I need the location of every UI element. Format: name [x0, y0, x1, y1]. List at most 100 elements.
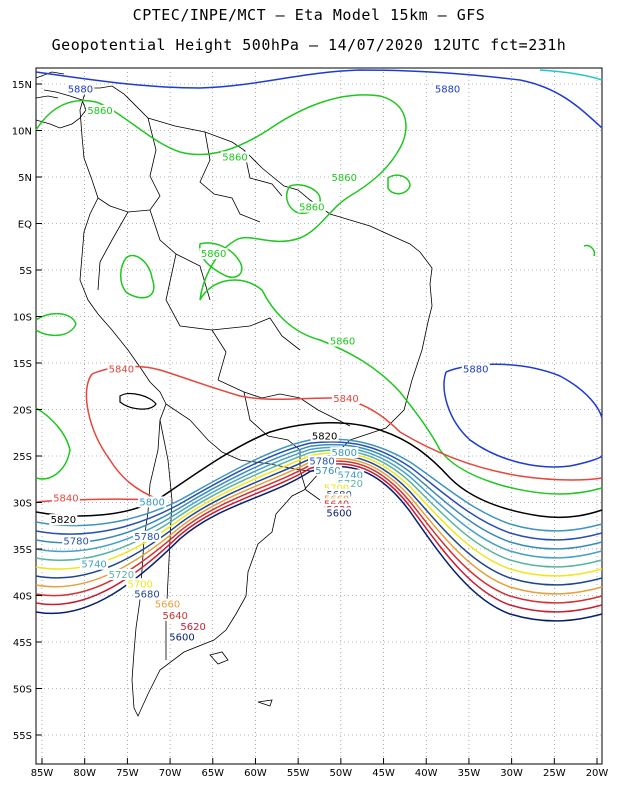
- contour-label-bg: [161, 609, 190, 621]
- contour-label-bg: [328, 335, 357, 347]
- contour-line: [35, 438, 603, 532]
- contour-line: [35, 463, 603, 613]
- lon-tick-label: 70W: [159, 768, 182, 779]
- contour-label: 5760: [315, 466, 340, 477]
- contour-label: 5840: [333, 394, 358, 405]
- contour-label: 5780: [63, 536, 88, 547]
- lat-tick-label: 25S: [13, 452, 32, 463]
- lat-tick-label: 30S: [13, 499, 32, 510]
- contour-label-bg: [66, 83, 95, 95]
- contour-label: 5800: [139, 497, 164, 508]
- contour-label-bg: [461, 363, 490, 375]
- contour-label-bg: [51, 492, 80, 504]
- contour-label-bg: [179, 621, 208, 633]
- lat-tick-label: 10N: [12, 127, 32, 138]
- contour-label-bg: [168, 631, 197, 643]
- contour-label: 5720: [109, 570, 134, 581]
- contour-label-bg: [308, 455, 337, 467]
- lon-tick-label: 75W: [116, 768, 139, 779]
- map-frame: [35, 67, 603, 765]
- contour-label: 5600: [169, 632, 194, 643]
- contour-label-bg: [322, 498, 351, 510]
- lon-tick-label: 85W: [31, 768, 54, 779]
- contour-label: 5880: [435, 85, 460, 96]
- lat-tick-label: 45S: [13, 638, 32, 649]
- contour-label: 5700: [127, 579, 152, 590]
- lon-tick-label: 50W: [330, 768, 353, 779]
- lat-tick-label: 20S: [13, 406, 32, 417]
- lon-tick-label: 65W: [201, 768, 224, 779]
- lon-tick-label: 20W: [586, 768, 609, 779]
- contour-label: 5680: [134, 590, 159, 601]
- contour-label: 5640: [162, 611, 187, 622]
- contour-label-bg: [220, 151, 249, 163]
- contour-label: 5860: [87, 106, 112, 117]
- contour-label: 5620: [180, 622, 205, 633]
- map-title: CPTEC/INPE/MCT – Eta Model 15km – GFS: [132, 6, 486, 24]
- contour-label-bg: [133, 530, 162, 542]
- contour-line: [35, 441, 603, 541]
- lat-tick-label: 50S: [13, 685, 32, 696]
- contour-label-bg: [107, 363, 136, 375]
- contour-label-bg: [86, 104, 115, 116]
- contour-label: 5740: [81, 560, 106, 571]
- lat-tick-label: 5N: [18, 173, 32, 184]
- contour-label-bg: [80, 558, 109, 570]
- contour-label-bg: [314, 464, 343, 476]
- contour-label: 5880: [68, 85, 93, 96]
- lon-tick-label: 30W: [500, 768, 523, 779]
- contour-label-bg: [322, 482, 351, 494]
- contour-label-bg: [107, 568, 136, 580]
- lon-tick-label: 25W: [543, 768, 566, 779]
- lon-tick-label: 45W: [372, 768, 395, 779]
- contour-label: 5740: [338, 470, 363, 481]
- contour-label-bg: [199, 248, 228, 260]
- contour-label-bg: [62, 535, 91, 547]
- contour-line: [35, 465, 603, 622]
- contour-label: 5820: [312, 431, 337, 442]
- contour-label: 5780: [134, 532, 159, 543]
- contour-line: [35, 460, 603, 604]
- contour-label: 5860: [299, 203, 324, 214]
- lat-tick-label: 55S: [13, 731, 32, 742]
- contour-label: 5820: [51, 515, 76, 526]
- contour-label-bg: [126, 578, 155, 590]
- lat-tick-label: 15N: [12, 80, 32, 91]
- lat-tick-label: 15S: [13, 359, 32, 370]
- contour-label-bg: [336, 469, 365, 481]
- lon-tick-label: 40W: [415, 768, 438, 779]
- contour-label-bg: [331, 393, 360, 405]
- lon-tick-label: 55W: [287, 768, 310, 779]
- contour-label: 5700: [324, 483, 349, 494]
- contour-label-bg: [433, 83, 462, 95]
- contour-label-bg: [49, 514, 78, 526]
- lat-tick-label: 40S: [13, 592, 32, 603]
- map-subtitle: Geopotential Height 500hPa – 14/07/2020 …: [51, 36, 567, 54]
- contour-labels: 5880 5880 5880 5860 5860 5860 5860 5860 5860 5840…: [49, 83, 490, 643]
- axis-ticks: 85W 80W 75W 70W 65W 60W 55W 50W 45W 40W 35W 30W 25W 2…: [12, 80, 609, 779]
- lat-tick-label: 10S: [13, 313, 32, 324]
- lon-tick-label: 60W: [244, 768, 267, 779]
- contour-label: 5840: [109, 364, 134, 375]
- contour-label: 5600: [326, 509, 351, 520]
- contour-label: 5860: [332, 173, 357, 184]
- contour-label-bg: [310, 430, 339, 442]
- contour-label-bg: [330, 171, 359, 183]
- lon-tick-label: 80W: [73, 768, 96, 779]
- lat-tick-label: 35S: [13, 545, 32, 556]
- contour-label-bg: [330, 447, 359, 459]
- contour-label: 5860: [222, 152, 247, 163]
- contour-label-bg: [138, 496, 167, 508]
- contour-label: 5660: [155, 600, 180, 611]
- lat-lon-grid: [36, 68, 602, 764]
- contour-label: 5780: [309, 457, 334, 468]
- contour-line: [35, 443, 603, 550]
- contour-label-bg: [153, 598, 182, 610]
- contour-label: 5800: [332, 448, 357, 459]
- contour-label-bg: [297, 201, 326, 213]
- contour-line: [35, 457, 603, 595]
- contour-label: 5860: [330, 337, 355, 348]
- lat-tick-label: 5S: [19, 266, 32, 277]
- lat-tick-label: EQ: [18, 220, 32, 231]
